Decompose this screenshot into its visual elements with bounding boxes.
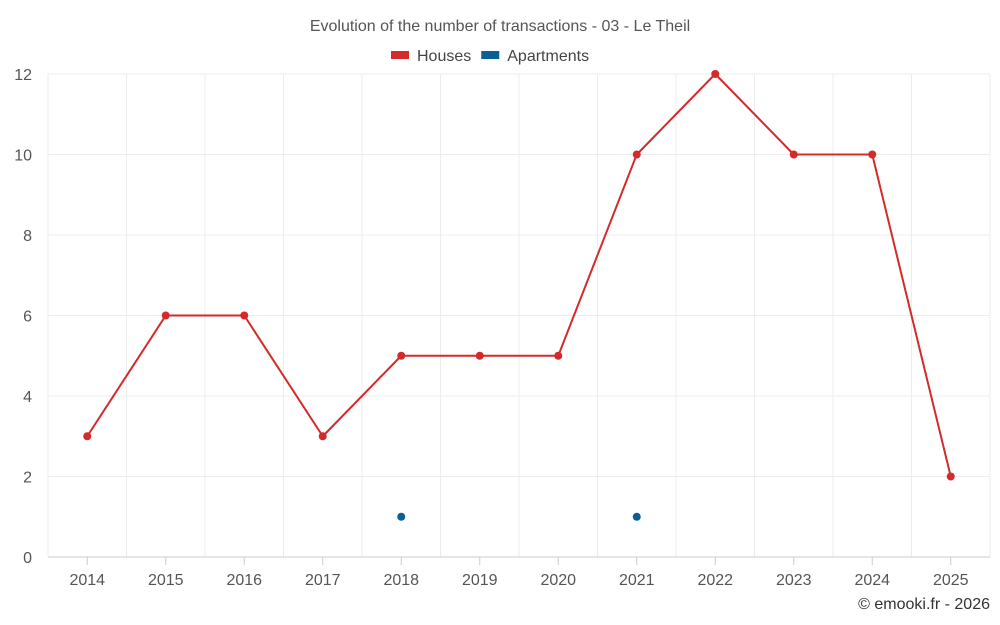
x-tick-label: 2019	[462, 572, 498, 589]
legend-swatch-apartments	[481, 51, 500, 59]
apartments-point	[632, 512, 641, 521]
x-tick-label: 2023	[776, 572, 812, 589]
y-tick-label: 6	[23, 309, 32, 326]
series-houses	[83, 70, 955, 481]
y-tick-label: 10	[14, 148, 32, 165]
legend-label-apartments: Apartments	[507, 48, 589, 65]
y-tick-label: 12	[14, 67, 32, 84]
x-tick-label: 2016	[226, 572, 262, 589]
houses-point	[318, 432, 327, 441]
houses-point	[632, 150, 641, 159]
legend: Houses Apartments	[391, 48, 589, 65]
x-tick-label: 2025	[933, 572, 969, 589]
x-tick-label: 2024	[854, 572, 890, 589]
houses-point	[475, 351, 484, 360]
credit-text: © emooki.fr - 2026	[858, 596, 990, 613]
x-tick-label: 2014	[69, 572, 105, 589]
x-tick-label: 2020	[540, 572, 576, 589]
y-tick-label: 0	[23, 550, 32, 567]
y-tick-label: 4	[23, 389, 32, 406]
houses-point	[946, 472, 955, 481]
houses-point	[240, 311, 249, 320]
x-tick-label: 2021	[619, 572, 655, 589]
series-line-houses	[86, 73, 952, 477]
y-tick-label: 8	[23, 228, 32, 245]
chart-title: Evolution of the number of transactions …	[310, 18, 690, 35]
houses-point	[789, 150, 798, 159]
apartments-point	[397, 512, 406, 521]
x-tick-label: 2015	[148, 572, 184, 589]
legend-label-houses: Houses	[417, 48, 471, 65]
x-tick-label: 2017	[305, 572, 341, 589]
y-axis: 0 2 4 6 8 10 12	[14, 67, 32, 567]
series-apartments	[397, 512, 641, 521]
houses-point	[161, 311, 170, 320]
houses-point	[83, 432, 92, 441]
y-tick-label: 2	[23, 470, 32, 487]
houses-point	[554, 351, 563, 360]
x-tick-label: 2018	[383, 572, 419, 589]
series-layer	[83, 70, 955, 521]
x-tick-label: 2022	[697, 572, 733, 589]
x-axis: 2014 2015 2016 2017 2018 2019 2020 2021 2022 2023…	[69, 557, 969, 589]
houses-point	[397, 351, 406, 360]
houses-point	[868, 150, 877, 159]
legend-swatch-houses	[391, 51, 409, 59]
houses-point	[711, 70, 720, 78]
